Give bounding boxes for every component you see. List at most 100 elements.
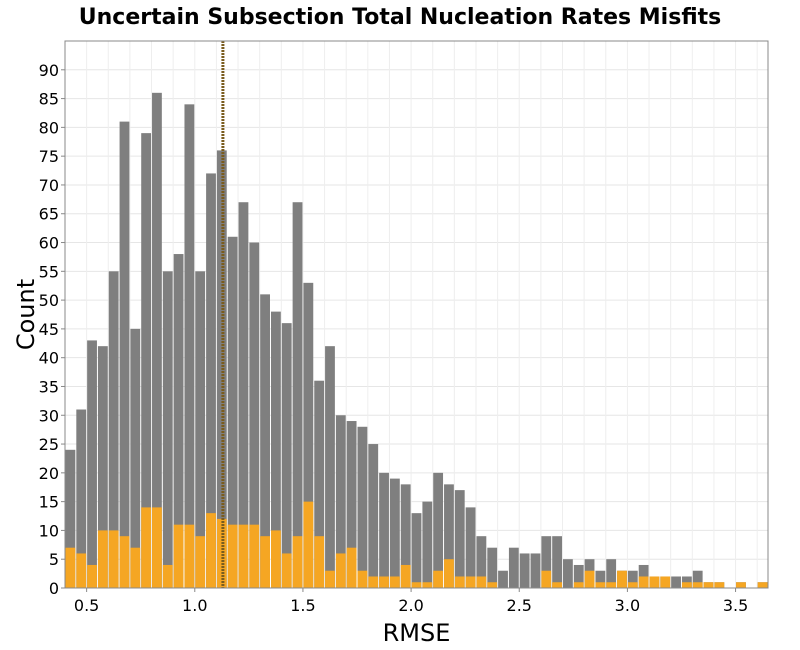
total-bar bbox=[563, 559, 573, 588]
total-bar bbox=[627, 570, 638, 588]
total-bar bbox=[422, 501, 433, 588]
subset-bar bbox=[606, 582, 617, 588]
subset-bar bbox=[335, 553, 346, 588]
subset-bar bbox=[465, 576, 476, 588]
y-tick-label: 85 bbox=[39, 90, 59, 109]
subset-bar bbox=[357, 570, 368, 588]
total-bar bbox=[292, 202, 303, 588]
subset-bar bbox=[184, 524, 195, 588]
subset-bar bbox=[87, 564, 97, 588]
subset-bar bbox=[108, 530, 119, 588]
y-tick-label: 10 bbox=[39, 521, 59, 540]
total-bar bbox=[227, 236, 238, 588]
y-tick-label: 80 bbox=[39, 118, 59, 137]
subset-bar bbox=[411, 582, 422, 588]
total-bar bbox=[541, 536, 552, 588]
subset-bar bbox=[379, 576, 389, 588]
subset-bar bbox=[649, 576, 660, 588]
y-tick-label: 70 bbox=[39, 176, 59, 195]
total-bar bbox=[444, 484, 454, 588]
subset-bar bbox=[541, 570, 552, 588]
total-bar bbox=[303, 282, 314, 588]
subset-bar bbox=[552, 582, 563, 588]
total-bar bbox=[379, 472, 389, 588]
subset-bar bbox=[595, 582, 606, 588]
subset-bar bbox=[260, 536, 270, 588]
total-bar bbox=[87, 340, 97, 588]
total-bar bbox=[119, 121, 130, 588]
x-axis-label: RMSE bbox=[383, 619, 451, 647]
subset-bar bbox=[227, 524, 238, 588]
subset-bar bbox=[573, 582, 584, 588]
subset-bar bbox=[97, 530, 108, 588]
total-bar bbox=[357, 426, 368, 588]
x-tick-label: 1.0 bbox=[182, 596, 207, 615]
subset-bar bbox=[660, 576, 671, 588]
total-bar bbox=[498, 570, 508, 588]
x-tick-label: 3.0 bbox=[615, 596, 640, 615]
total-bar bbox=[530, 553, 541, 588]
subset-bar bbox=[400, 564, 411, 588]
total-bar bbox=[141, 133, 152, 588]
y-tick-label: 65 bbox=[39, 205, 59, 224]
subset-bar bbox=[303, 501, 314, 588]
subset-bar bbox=[238, 524, 249, 588]
total-bar bbox=[195, 271, 206, 588]
total-bar bbox=[281, 323, 292, 588]
total-bar bbox=[411, 513, 422, 588]
total-bar bbox=[152, 92, 162, 589]
subset-bar bbox=[152, 507, 162, 588]
total-bar bbox=[692, 570, 703, 588]
total-bar bbox=[368, 444, 379, 588]
total-bar bbox=[519, 553, 530, 588]
subset-bar bbox=[638, 576, 649, 588]
subset-bar bbox=[281, 553, 292, 588]
chart-title: Uncertain Subsection Total Nucleation Ra… bbox=[79, 5, 721, 30]
x-tick-label: 2.0 bbox=[398, 596, 423, 615]
subset-bar bbox=[444, 559, 454, 588]
y-tick-label: 50 bbox=[39, 291, 59, 310]
total-series bbox=[65, 92, 768, 589]
subset-bar bbox=[292, 536, 303, 588]
subset-bar bbox=[162, 564, 173, 588]
total-bar bbox=[346, 421, 357, 588]
total-bar bbox=[162, 271, 173, 588]
total-bar bbox=[325, 346, 335, 588]
total-bar bbox=[671, 576, 681, 588]
total-bar bbox=[465, 507, 476, 588]
subset-series bbox=[65, 501, 768, 588]
subset-bar bbox=[195, 536, 206, 588]
x-axis-ticks: 0.5 1.0 1.5 2.0 2.5 3.0 3.5 bbox=[74, 588, 748, 615]
subset-bar bbox=[325, 570, 335, 588]
subset-bar bbox=[757, 582, 768, 588]
total-bar bbox=[238, 202, 249, 588]
total-bar bbox=[108, 271, 119, 588]
y-tick-label: 75 bbox=[39, 147, 59, 166]
y-axis-ticks: 0 5 10 15 20 25 30 35 40 45 50 55 60 65 70 75 80 85 90 bbox=[39, 61, 65, 598]
total-bar bbox=[270, 311, 281, 588]
subset-bar bbox=[249, 524, 260, 588]
subset-bar bbox=[65, 547, 76, 588]
total-bar bbox=[552, 536, 563, 588]
subset-bar bbox=[270, 530, 281, 588]
subset-bar bbox=[76, 553, 87, 588]
total-bar bbox=[76, 409, 87, 588]
total-bar bbox=[65, 449, 76, 588]
subset-bar bbox=[617, 570, 627, 588]
x-tick-label: 0.5 bbox=[74, 596, 99, 615]
y-tick-label: 60 bbox=[39, 234, 59, 253]
subset-bar bbox=[584, 570, 595, 588]
y-tick-label: 45 bbox=[39, 320, 59, 339]
y-tick-label: 25 bbox=[39, 435, 59, 454]
subset-bar bbox=[119, 536, 130, 588]
total-bar bbox=[249, 242, 260, 589]
subset-bar bbox=[389, 576, 400, 588]
total-bar bbox=[260, 294, 270, 588]
subset-bar bbox=[476, 576, 487, 588]
total-bar bbox=[681, 576, 692, 588]
y-tick-label: 40 bbox=[39, 349, 59, 368]
subset-bar bbox=[141, 507, 152, 588]
total-bar bbox=[206, 173, 216, 588]
total-bar bbox=[573, 564, 584, 588]
